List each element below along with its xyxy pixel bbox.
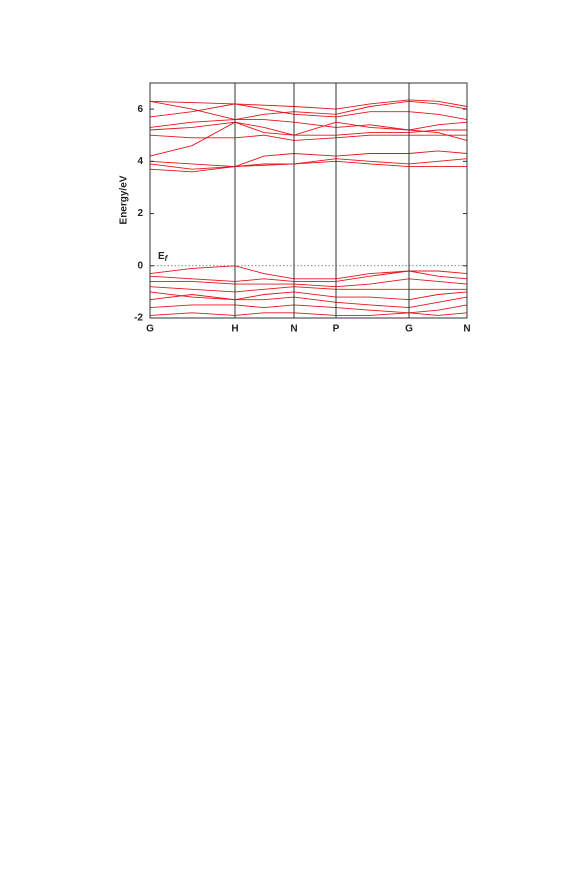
y-tick-label: -2 xyxy=(134,313,143,324)
band-line xyxy=(149,100,468,121)
x-tick-label: N xyxy=(290,324,297,335)
band-line xyxy=(149,294,468,309)
band-line xyxy=(149,150,468,168)
band-line xyxy=(149,158,468,170)
y-tick-label: 6 xyxy=(137,104,143,115)
band-line xyxy=(149,160,467,173)
band-line xyxy=(150,278,468,288)
plot-frame xyxy=(149,82,468,319)
band-line xyxy=(149,103,468,121)
band-line xyxy=(149,99,468,110)
fermi-label-base: E xyxy=(158,250,165,261)
x-tick-label: H xyxy=(231,324,238,335)
band-line xyxy=(149,119,468,131)
x-tick-label: G xyxy=(405,324,413,335)
fermi-label-sub: f xyxy=(165,254,169,263)
band-line xyxy=(149,291,468,301)
x-tick-label: N xyxy=(463,324,470,335)
band-line xyxy=(149,121,468,157)
y-axis-title: Energy/eV xyxy=(119,175,130,224)
y-tick-label: 4 xyxy=(137,156,143,167)
band-line xyxy=(149,270,468,282)
x-tick-label: G xyxy=(146,324,154,335)
band-line xyxy=(149,265,468,280)
band-line xyxy=(149,286,467,293)
band-line xyxy=(149,312,468,316)
fermi-label: Ef xyxy=(158,250,169,262)
band-line xyxy=(149,134,467,141)
band-line xyxy=(149,304,468,314)
x-tick-label: P xyxy=(333,324,340,335)
y-tick-label: 2 xyxy=(137,208,143,219)
y-tick-label: 0 xyxy=(137,260,143,271)
